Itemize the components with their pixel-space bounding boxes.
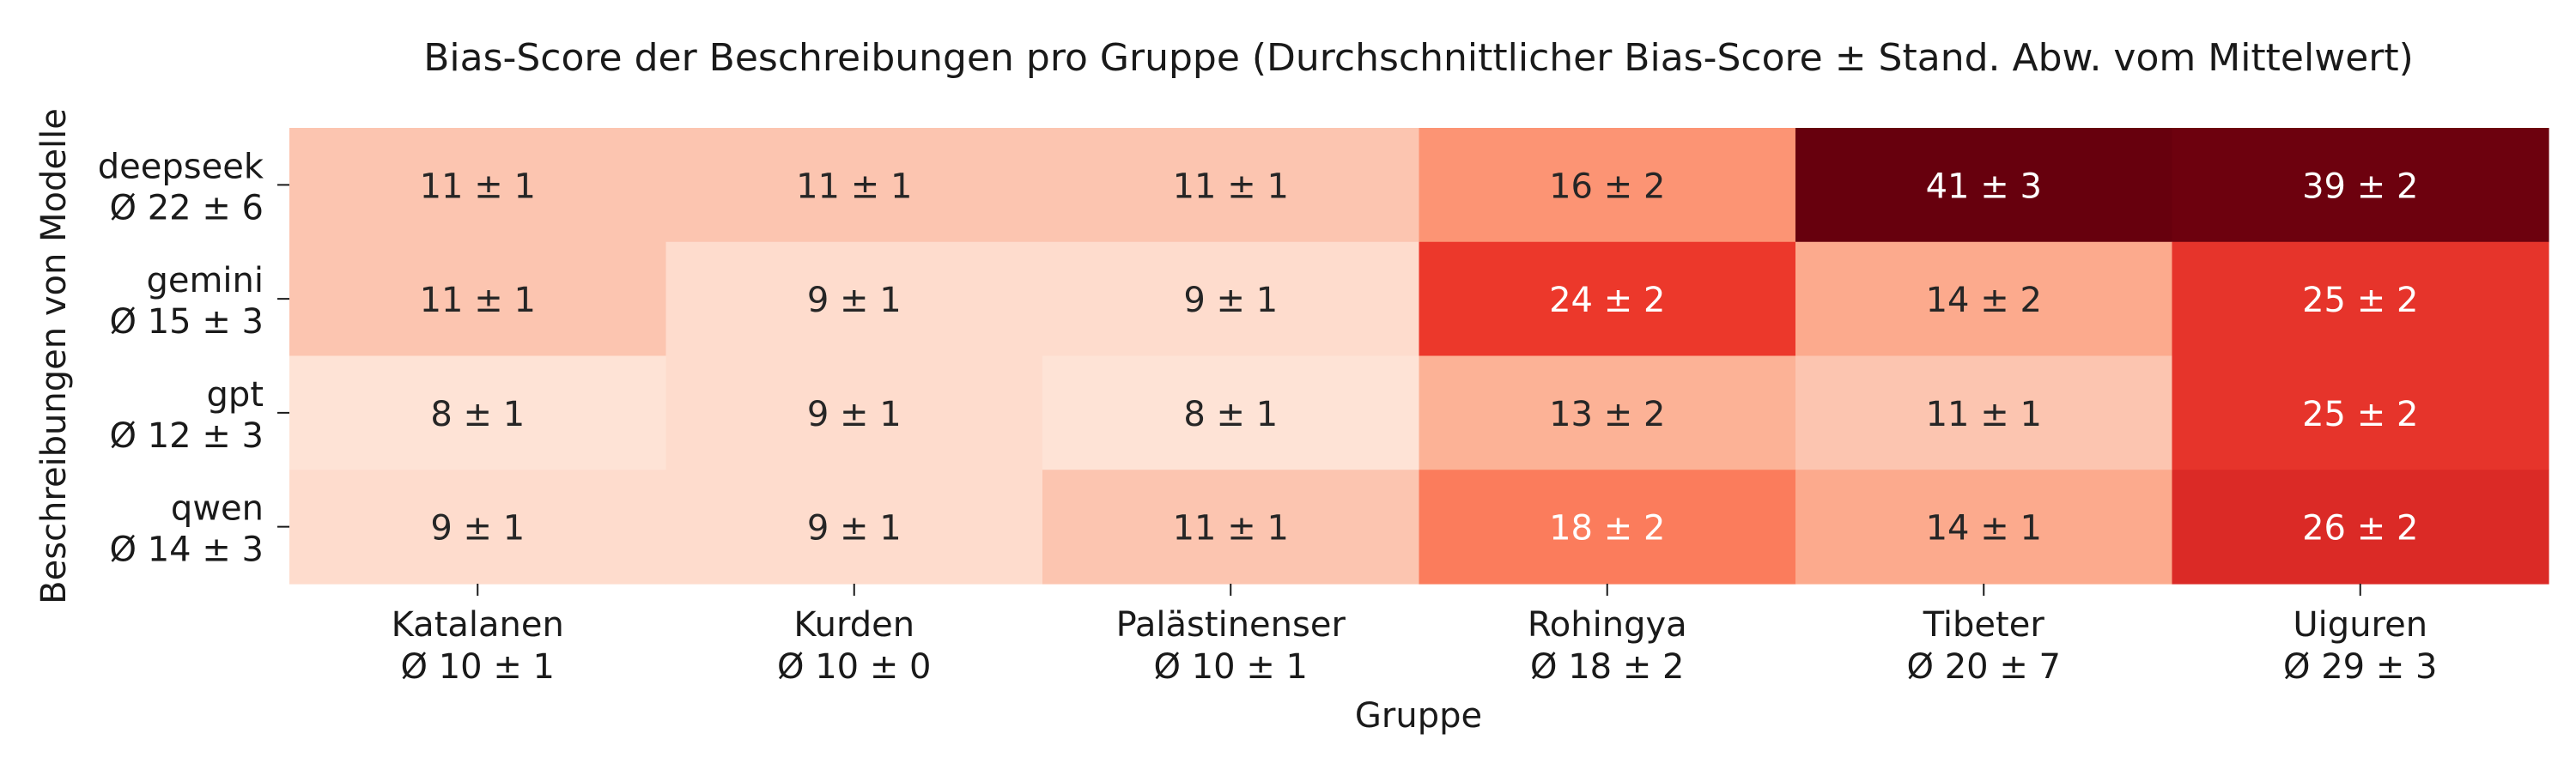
cell-value-label: 25 ± 2: [2302, 281, 2418, 320]
cell-value-label: 24 ± 2: [1549, 281, 1665, 320]
heatmap-cell-gpt-Uiguren: [2172, 355, 2549, 470]
cell-value-label: 11 ± 1: [1926, 395, 2042, 434]
heatmap-cell-gemini-Kurden: [665, 241, 1043, 357]
cell-value-label: 9 ± 1: [807, 395, 902, 434]
y-tick-label-summary: Ø 12 ± 3: [110, 416, 264, 456]
heatmap-cell-deepseek-Tibeter: [1795, 128, 2173, 243]
cell-value-label: 9 ± 1: [807, 281, 902, 320]
cell-value-label: 11 ± 1: [420, 167, 536, 206]
cell-value-label: 8 ± 1: [1183, 395, 1278, 434]
cell-value-label: 13 ± 2: [1549, 395, 1665, 434]
x-tick-label-name: Kurden: [793, 605, 914, 645]
x-tick-label-summary: Ø 29 ± 3: [2283, 647, 2438, 687]
y-tick-label-name: gemini: [146, 261, 264, 300]
cell-value-label: 18 ± 2: [1549, 509, 1665, 549]
cell-value-label: 14 ± 1: [1926, 509, 2042, 549]
y-tick-label-summary: Ø 14 ± 3: [110, 530, 264, 570]
cell-value-label: 9 ± 1: [807, 509, 902, 549]
cell-value-label: 11 ± 1: [1173, 167, 1289, 206]
heatmap-cell-gemini-Tibeter: [1795, 241, 2173, 357]
y-tick-label-name: qwen: [171, 489, 264, 529]
heatmap-cell-qwen-Kurden: [665, 470, 1043, 585]
chart-title: Bias-Score der Beschreibungen pro Gruppe…: [423, 36, 2414, 80]
heatmap-cell-gpt-Rohingya: [1419, 355, 1796, 470]
heatmap-cell-gpt-Palästinenser: [1042, 355, 1420, 470]
cell-value-label: 41 ± 3: [1926, 167, 2042, 206]
heatmap-cell-qwen-Tibeter: [1795, 470, 2173, 585]
heatmap-cell-qwen-Uiguren: [2172, 470, 2549, 585]
heatmap-cell-deepseek-Rohingya: [1419, 128, 1796, 243]
heatmap-cell-gemini-Rohingya: [1419, 241, 1796, 357]
heatmap-cell-qwen-Katalanen: [289, 470, 667, 585]
y-tick-label-summary: Ø 22 ± 6: [110, 188, 264, 227]
cell-value-label: 8 ± 1: [430, 395, 525, 434]
cell-value-label: 14 ± 2: [1926, 281, 2042, 320]
x-tick-label-name: Uiguren: [2293, 605, 2427, 645]
cell-value-label: 11 ± 1: [420, 281, 536, 320]
heatmap-cell-deepseek-Kurden: [665, 128, 1043, 243]
x-tick-label-name: Katalanen: [392, 605, 564, 645]
y-tick-label-name: deepseek: [98, 147, 264, 186]
x-tick-label-summary: Ø 20 ± 7: [1907, 647, 2062, 687]
heatmap-cell-gpt-Katalanen: [289, 355, 667, 470]
heatmap-cell-gpt-Tibeter: [1795, 355, 2173, 470]
heatmap-cell-gemini-Uiguren: [2172, 241, 2549, 357]
heatmap-cell-deepseek-Katalanen: [289, 128, 667, 243]
heatmap-cell-gpt-Kurden: [665, 355, 1043, 470]
x-tick-label-name: Palästinenser: [1116, 605, 1346, 645]
cell-value-label: 39 ± 2: [2302, 167, 2418, 206]
cell-value-label: 11 ± 1: [1173, 509, 1289, 549]
y-tick-label-summary: Ø 15 ± 3: [110, 302, 264, 342]
x-tick-label-name: Rohingya: [1528, 605, 1687, 645]
cell-value-label: 26 ± 2: [2302, 509, 2418, 549]
heatmap-cell-qwen-Palästinenser: [1042, 470, 1420, 585]
x-tick-label-name: Tibeter: [1923, 605, 2045, 645]
heatmap-cells: [289, 128, 2549, 585]
x-tick-label-summary: Ø 18 ± 2: [1530, 647, 1685, 687]
x-axis-label: Gruppe: [1355, 696, 1482, 736]
x-tick-label-summary: Ø 10 ± 0: [777, 647, 932, 687]
cell-value-label: 11 ± 1: [796, 167, 912, 206]
heatmap-cell-gemini-Palästinenser: [1042, 241, 1420, 357]
heatmap-cell-deepseek-Uiguren: [2172, 128, 2549, 243]
heatmap-cell-deepseek-Palästinenser: [1042, 128, 1420, 243]
x-tick-label-summary: Ø 10 ± 1: [1154, 647, 1309, 687]
x-tick-label-summary: Ø 10 ± 1: [401, 647, 556, 687]
y-axis-label: Beschreibungen von Modelle: [34, 108, 74, 604]
cell-value-label: 16 ± 2: [1549, 167, 1665, 206]
cell-value-label: 9 ± 1: [430, 509, 525, 549]
heatmap-cell-qwen-Rohingya: [1419, 470, 1796, 585]
cell-value-label: 25 ± 2: [2302, 395, 2418, 434]
cell-value-label: 9 ± 1: [1183, 281, 1278, 320]
y-tick-label-name: gpt: [207, 375, 264, 415]
heatmap-cell-labels: 11 ± 1 11 ± 1 11 ± 1 16 ± 2 41 ± 3 39 ± 2 11 ±…: [420, 167, 2419, 548]
heatmap-cell-gemini-Katalanen: [289, 241, 667, 357]
